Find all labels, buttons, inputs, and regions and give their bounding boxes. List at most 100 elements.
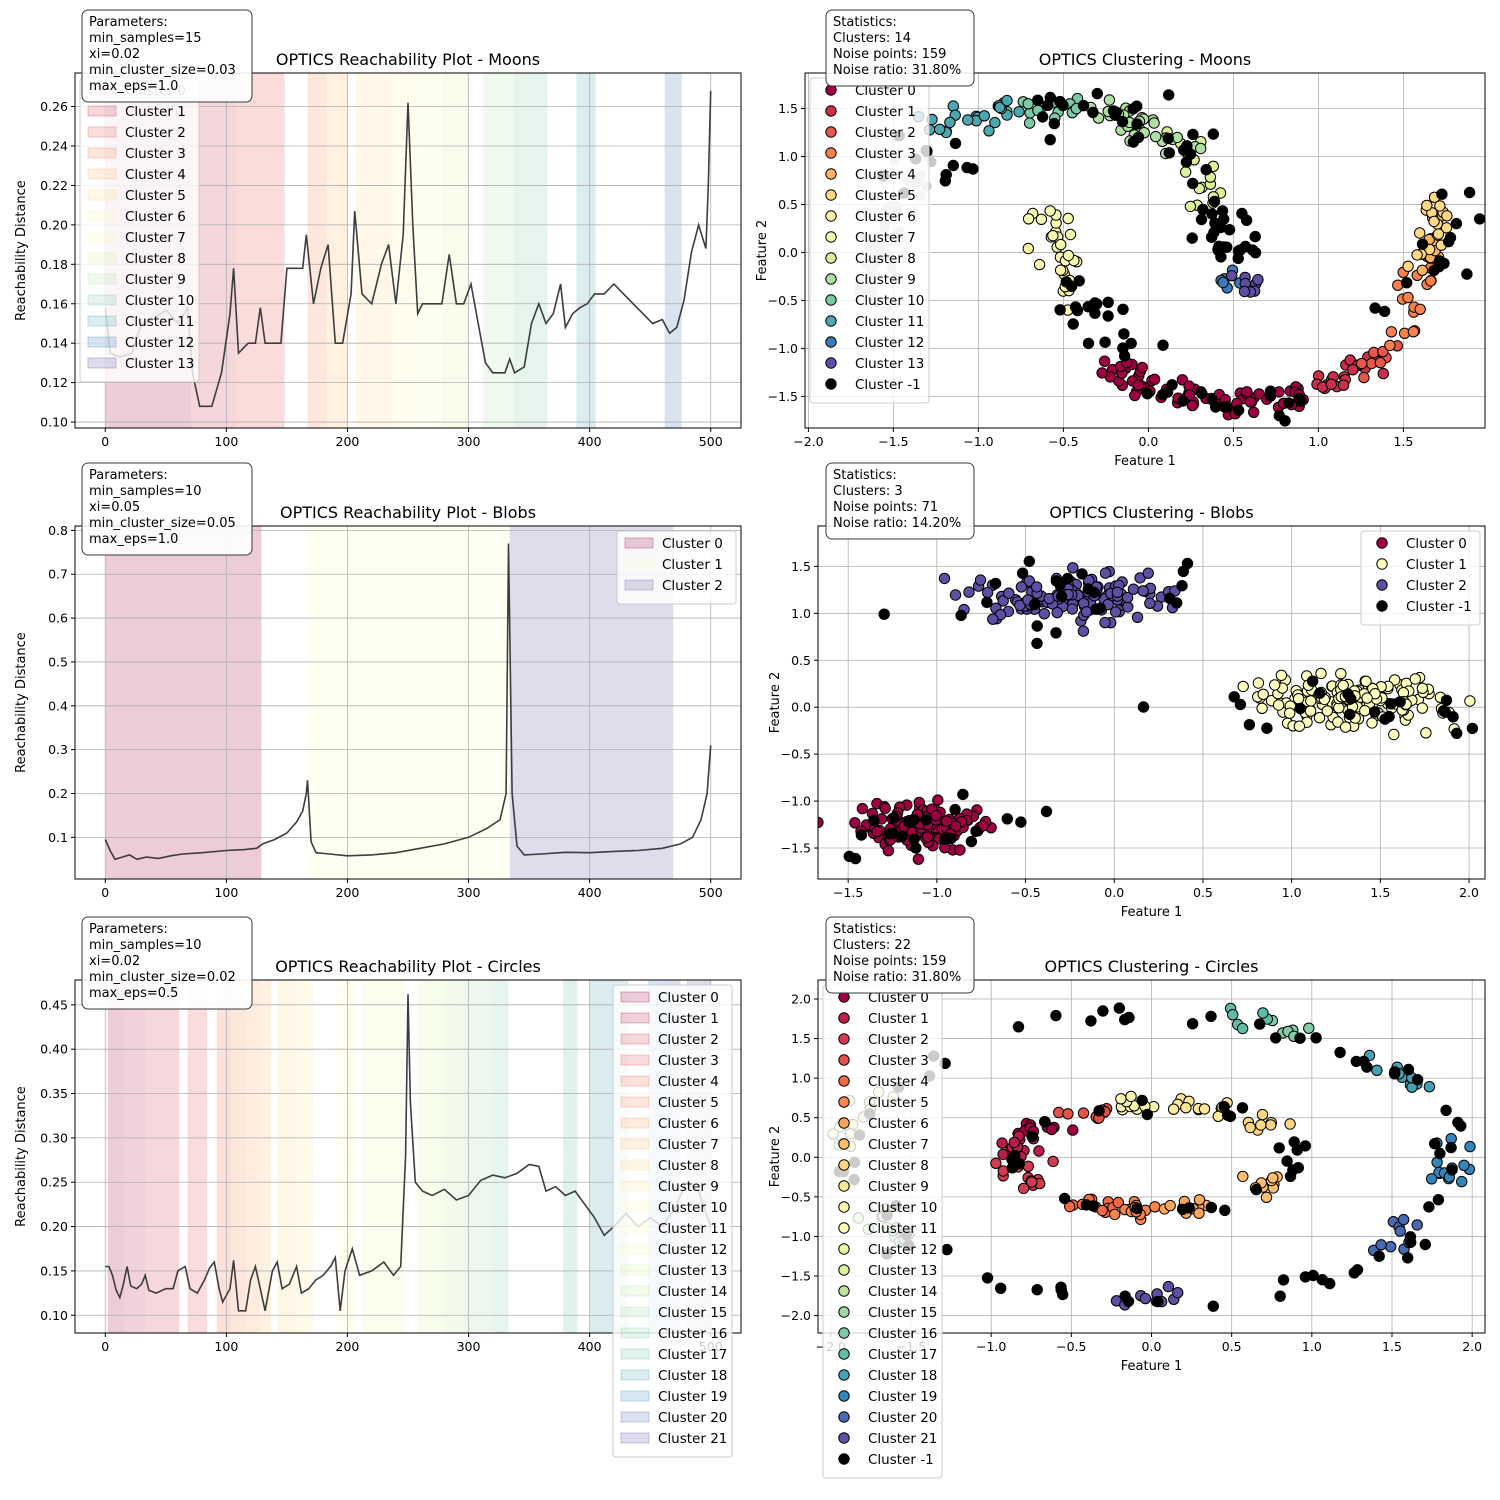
- cluster-point: [1360, 675, 1372, 687]
- noise-point: [1208, 195, 1221, 208]
- noise-point: [995, 1282, 1007, 1295]
- cluster-point: [1267, 1172, 1279, 1184]
- cluster-point: [1371, 1064, 1383, 1077]
- legend-entry: Cluster 9: [125, 272, 186, 288]
- x-tick-label: 100: [214, 885, 238, 900]
- y-tick-label: 1.5: [778, 101, 798, 116]
- cluster-point: [1304, 705, 1317, 717]
- cluster-point: [1051, 606, 1063, 619]
- y-tick-label: −0.5: [781, 1189, 811, 1204]
- legend-entry: Cluster 7: [855, 230, 916, 246]
- cluster-span-3: [307, 73, 327, 428]
- y-tick-label: 0.25: [40, 1175, 68, 1190]
- x-tick-label: 200: [336, 434, 360, 449]
- legend-entry: Cluster 8: [868, 1158, 929, 1174]
- x-tick-label: −0.5: [1056, 1339, 1086, 1354]
- legend-swatch: [620, 1075, 650, 1087]
- cluster-point: [1167, 1103, 1180, 1115]
- cluster-point: [1054, 264, 1067, 276]
- cluster-point: [1142, 567, 1154, 579]
- cluster-point: [1388, 728, 1400, 741]
- reachability-line: [105, 994, 712, 1312]
- cluster-span-11: [576, 73, 596, 428]
- cluster-point: [1150, 130, 1162, 143]
- info-line: Noise points: 159: [833, 954, 946, 969]
- cluster-point: [1198, 1103, 1211, 1115]
- legend-marker: [825, 147, 837, 159]
- noise-point: [1436, 188, 1448, 200]
- noise-point: [1093, 1105, 1105, 1117]
- legend-entry: Cluster 13: [855, 356, 924, 372]
- legend-marker: [838, 1159, 850, 1171]
- y-tick-label: −1.5: [781, 841, 811, 856]
- legend-swatch: [620, 1054, 650, 1066]
- legend-entry: Cluster 1: [868, 1011, 929, 1027]
- cluster-point: [997, 1148, 1009, 1161]
- cluster-point: [1356, 357, 1368, 370]
- noise-point: [1250, 1183, 1263, 1196]
- legend-marker: [825, 126, 837, 138]
- info-line: Statistics:: [833, 468, 897, 483]
- noise-point: [1058, 1192, 1071, 1205]
- legend-entry: Cluster 17: [658, 1347, 727, 1363]
- noise-point: [1012, 1021, 1025, 1033]
- chart-panel-5: 01002003004005000.100.150.200.250.300.35…: [14, 916, 742, 1458]
- noise-point: [1274, 1290, 1286, 1302]
- cluster-point: [983, 125, 995, 137]
- cluster-point: [818, 816, 824, 829]
- cluster-point: [1384, 339, 1396, 352]
- noise-point: [1067, 318, 1079, 330]
- cluster-span-1: [306, 526, 510, 879]
- noise-point: [1163, 89, 1175, 101]
- legend-entry: Cluster 10: [868, 1200, 937, 1216]
- legend-entry: Cluster 2: [855, 125, 916, 141]
- legend-entry: Cluster 12: [855, 335, 924, 351]
- cluster-point: [1257, 688, 1269, 700]
- noise-point: [1023, 555, 1036, 567]
- y-tick-label: −2.0: [781, 1308, 811, 1323]
- noise-point: [1162, 132, 1175, 145]
- y-tick-label: 0.10: [40, 415, 68, 430]
- cluster-point: [997, 595, 1009, 607]
- legend: Cluster 0 Cluster 1 Cluster 2 Cluster 3 Clus…: [809, 77, 930, 404]
- info-line: max_eps=1.0: [89, 532, 178, 547]
- cluster-point: [1077, 1107, 1090, 1119]
- noise-point: [1205, 231, 1218, 243]
- legend-entry: Cluster 18: [868, 1368, 937, 1384]
- y-tick-label: 1.0: [778, 149, 798, 164]
- cluster-point: [1148, 117, 1160, 129]
- x-tick-label: 100: [214, 434, 238, 449]
- legend-marker: [825, 315, 837, 327]
- info-line: min_samples=15: [89, 31, 202, 46]
- y-tick-label: 1.0: [791, 1071, 811, 1086]
- cluster-point: [1099, 567, 1112, 579]
- legend-marker: [825, 273, 837, 285]
- cluster-point: [1358, 371, 1370, 384]
- cluster-point: [1064, 1200, 1076, 1213]
- legend-entry: Cluster 19: [658, 1389, 727, 1405]
- x-tick-label: 200: [336, 885, 360, 900]
- cluster-point: [1053, 1106, 1065, 1119]
- cluster-point: [949, 589, 962, 601]
- y-tick-label: −1.0: [781, 794, 811, 809]
- info-line: Clusters: 14: [833, 31, 911, 46]
- x-tick-label: 0: [101, 1339, 109, 1354]
- legend-entry: Cluster 13: [658, 1263, 727, 1279]
- noise-point: [1136, 1094, 1148, 1107]
- x-tick-label: −1.5: [833, 885, 863, 900]
- cluster-point: [1098, 355, 1111, 367]
- legend-entry: Cluster -1: [868, 1452, 934, 1468]
- legend-entry: Cluster 2: [662, 578, 723, 594]
- cluster-point: [1132, 379, 1145, 391]
- noise-point: [1186, 232, 1198, 244]
- cluster-point: [934, 123, 946, 136]
- legend-entry: Cluster 15: [658, 1305, 727, 1321]
- legend-entry: Cluster 8: [125, 251, 186, 267]
- cluster-point: [1137, 585, 1149, 597]
- noise-point: [1344, 708, 1356, 721]
- noise-point: [1006, 1162, 1018, 1174]
- legend-marker: [825, 105, 837, 117]
- noise-point: [1152, 1295, 1164, 1308]
- cluster-point: [1292, 693, 1305, 705]
